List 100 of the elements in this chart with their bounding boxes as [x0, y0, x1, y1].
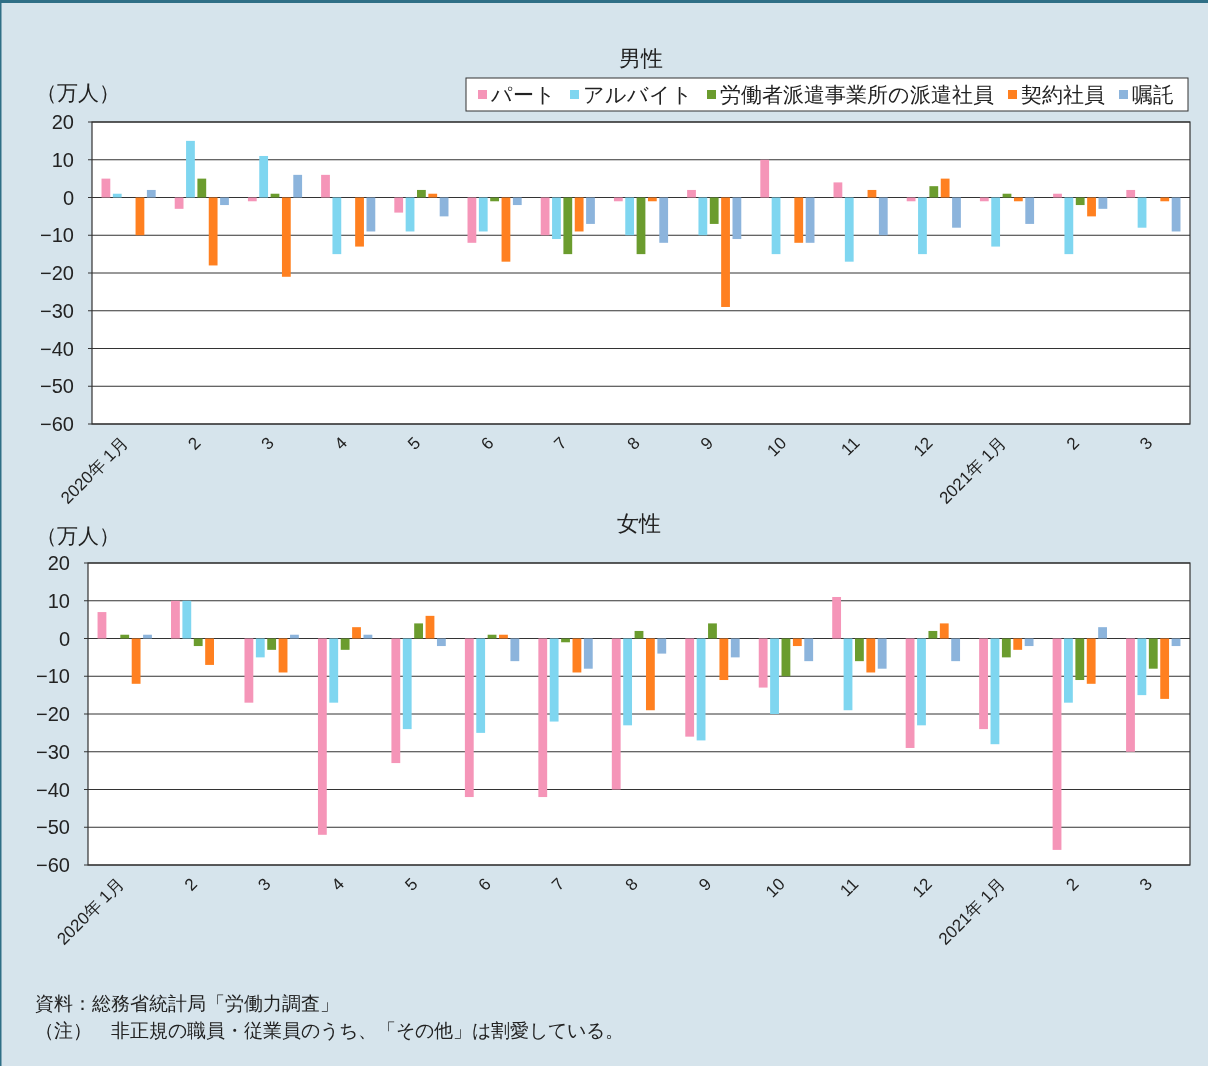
legend-label: 労働者派遣事業所の派遣社員 [720, 83, 994, 106]
bar [877, 638, 887, 669]
x-tick-label: 2 [1062, 433, 1084, 454]
bar [332, 197, 342, 255]
x-tick-label: 7 [548, 874, 569, 895]
bar [499, 634, 508, 639]
bar [501, 197, 511, 262]
bar [220, 197, 229, 206]
bar [290, 634, 299, 639]
bar [464, 638, 474, 798]
bar [146, 189, 156, 198]
y-tick-label: 10 [51, 148, 74, 171]
bar [979, 638, 988, 730]
x-tick-label: 10 [763, 433, 791, 461]
bar [538, 638, 548, 798]
bar [171, 600, 180, 639]
bar [1137, 638, 1147, 696]
bar [1052, 638, 1062, 850]
bar [205, 638, 214, 665]
bar [771, 197, 781, 255]
bar [1024, 638, 1034, 647]
bar [549, 638, 559, 722]
x-tick-label: 5 [404, 433, 425, 454]
bar [687, 189, 696, 198]
bar [270, 193, 280, 198]
bar [436, 638, 446, 647]
bar [696, 638, 706, 741]
bar [730, 638, 740, 658]
bar [510, 638, 520, 662]
bar [1137, 197, 1147, 228]
y-tick-label: −50 [40, 375, 74, 398]
bar [563, 197, 573, 255]
bar [657, 638, 667, 654]
bar [1001, 638, 1011, 658]
bar [794, 197, 804, 243]
bar [414, 623, 424, 639]
bar [804, 638, 814, 662]
bar [321, 174, 330, 198]
x-tick-label: 11 [836, 874, 863, 901]
bar [758, 638, 768, 688]
bar [708, 623, 717, 639]
y-tick-label: −60 [36, 854, 70, 876]
y-tick-label: −10 [40, 224, 74, 247]
y-tick-label: −40 [40, 337, 74, 360]
x-tick-label: 3 [257, 433, 278, 454]
bar [990, 638, 1000, 745]
bar [574, 197, 584, 232]
bar [512, 197, 522, 206]
bar [143, 634, 152, 639]
bar [732, 197, 742, 240]
legend-label: 契約社員 [1021, 83, 1105, 106]
bar [363, 634, 373, 639]
bar [259, 155, 269, 198]
bar [478, 197, 488, 232]
x-tick-label: 3 [1136, 433, 1157, 454]
bar [1013, 638, 1023, 650]
y-tick-label: −40 [36, 778, 70, 801]
bar [552, 197, 561, 240]
bar [843, 638, 853, 711]
chart-title: 女性 [617, 511, 661, 536]
bar [1098, 627, 1107, 639]
bar [1126, 638, 1135, 752]
bar [991, 197, 1001, 247]
bar [1064, 197, 1074, 255]
x-tick-label: 4 [330, 433, 352, 454]
bar [854, 638, 864, 662]
x-tick-label: 10 [761, 874, 789, 902]
bar [317, 638, 327, 835]
text: 資料：総務省統計局「労働力調査」 [35, 993, 339, 1014]
y-tick-label: −60 [40, 413, 74, 435]
bar [101, 178, 111, 198]
y-tick-label: 20 [47, 552, 70, 574]
y-tick-label: −30 [40, 299, 74, 322]
y-tick-label: −20 [40, 262, 74, 284]
bar [97, 612, 107, 639]
bar [1075, 197, 1085, 206]
y-tick-label: −30 [36, 740, 70, 763]
x-tick-label: 5 [401, 874, 422, 895]
x-tick-label: 6 [477, 433, 498, 454]
bar [685, 638, 695, 737]
bar [208, 197, 218, 266]
bar [918, 197, 927, 255]
bar [112, 193, 122, 198]
x-tick-label: 6 [474, 874, 495, 895]
y-axis-title: （万人） [36, 81, 120, 104]
x-tick-label: 8 [623, 433, 644, 454]
bar [394, 197, 404, 213]
bar [905, 638, 915, 748]
bar [623, 638, 633, 726]
x-tick-label: 2 [180, 874, 202, 895]
bar [467, 197, 477, 243]
bar [131, 638, 141, 684]
bar [1025, 197, 1035, 224]
bar [586, 197, 595, 224]
bar [917, 638, 926, 726]
bar [952, 197, 961, 228]
bar [867, 189, 877, 198]
bar [866, 638, 876, 673]
bar [487, 634, 497, 639]
bar [719, 638, 729, 681]
